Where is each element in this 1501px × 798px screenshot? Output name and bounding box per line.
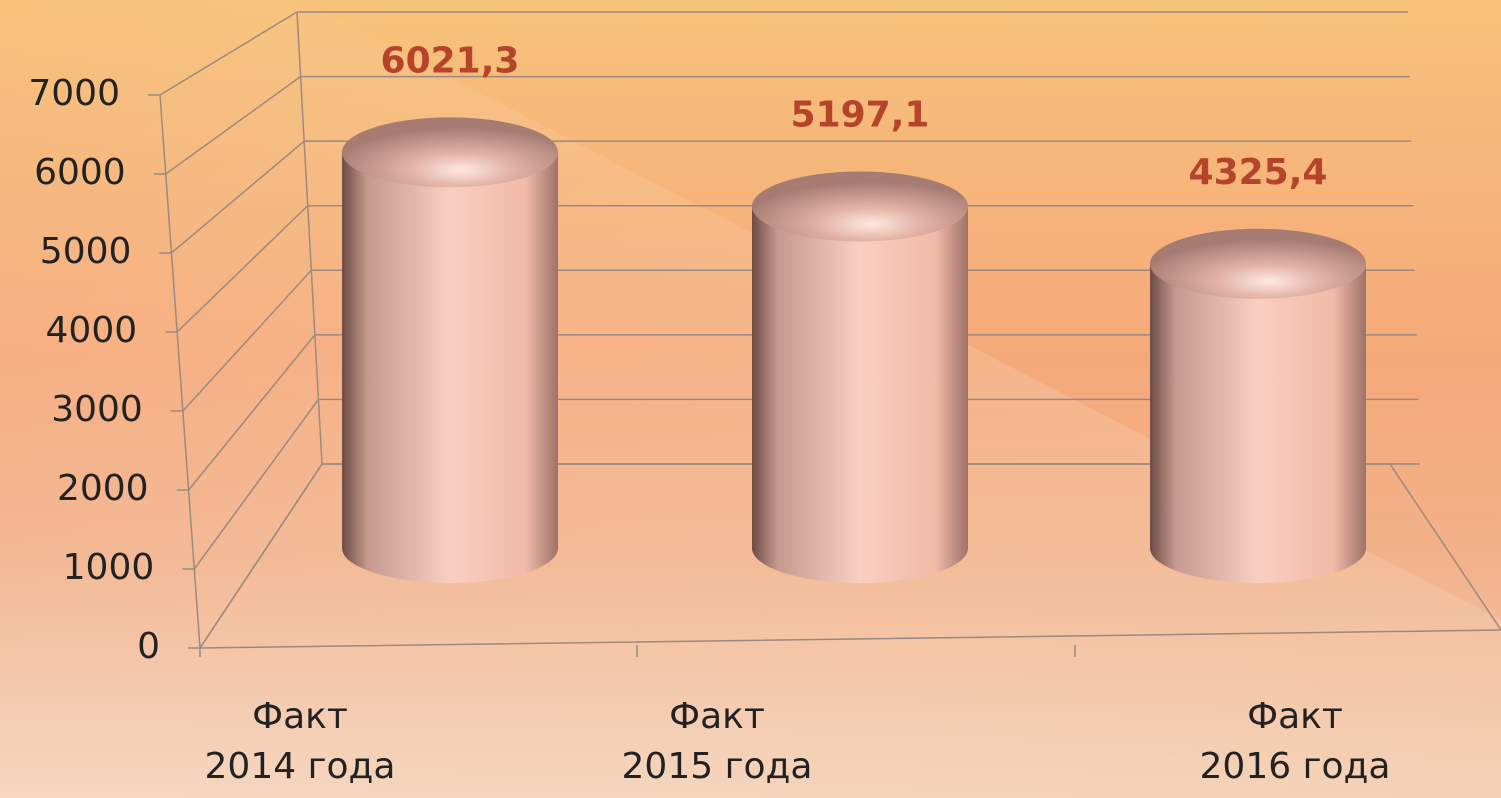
cylinder — [752, 206, 968, 583]
cylinder — [1150, 263, 1366, 583]
value-label: 4325,4 — [1189, 152, 1328, 193]
side-grid-line — [182, 269, 312, 412]
side-grid-line — [165, 75, 302, 175]
y-tick-label: 3000 — [51, 389, 143, 430]
side-grid-line — [170, 140, 305, 254]
y-tick-label: 7000 — [28, 73, 120, 114]
x-tick-label: Факт 2014 года — [204, 696, 396, 787]
cylinder-top — [342, 117, 558, 188]
y-axis — [159, 94, 201, 649]
value-label: 6021,3 — [381, 40, 520, 81]
side-grid-line — [187, 334, 316, 491]
cylinder — [342, 152, 558, 583]
y-tick-label: 1000 — [63, 547, 155, 588]
cylinder-top — [752, 171, 968, 242]
value-label: 5197,1 — [791, 94, 930, 135]
x-tick-label: Факт 2015 года — [621, 696, 813, 787]
side-grid-line — [176, 205, 309, 333]
cylinder-top — [1150, 228, 1366, 299]
back-wall-edge — [296, 11, 323, 465]
y-tick-label: 5000 — [40, 231, 132, 272]
y-tick-label: 2000 — [57, 468, 149, 509]
y-tick-label: 4000 — [46, 310, 138, 351]
y-tick-label: 0 — [137, 626, 160, 667]
side-grid-line — [193, 398, 320, 570]
x-tick-label: Факт 2016 года — [1199, 696, 1391, 787]
side-grid-line — [199, 463, 323, 649]
y-tick-label: 6000 — [34, 152, 126, 193]
side-grid-line — [159, 11, 298, 96]
